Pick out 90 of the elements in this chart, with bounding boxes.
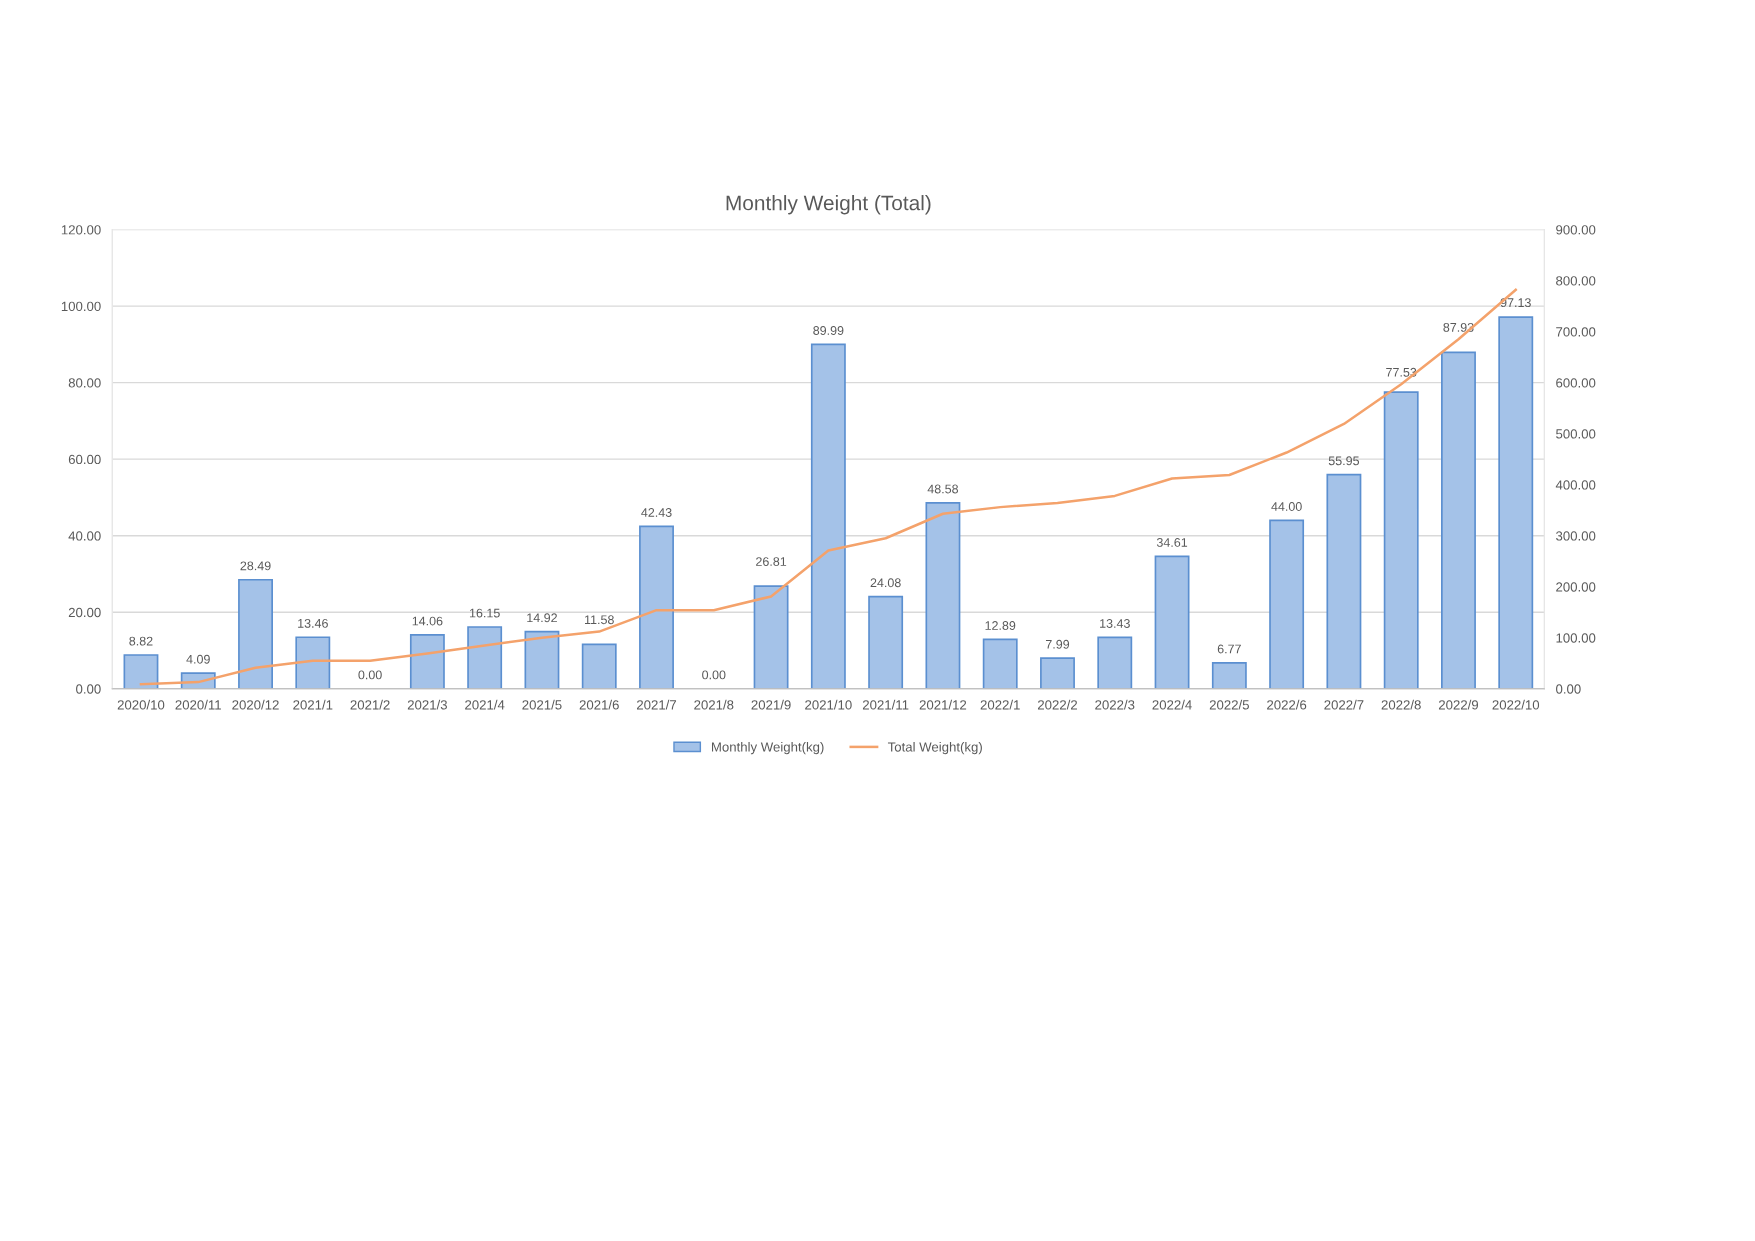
x-tick-label: 2022/5	[1209, 699, 1249, 710]
x-tick-label: 2022/6	[1267, 699, 1307, 710]
x-tick-label: 2022/2	[1037, 699, 1078, 710]
x-tick-label: 2021/12	[919, 699, 967, 710]
y-tick-label: 40.00	[68, 531, 101, 541]
x-tick-label: 2021/2	[350, 699, 390, 710]
data-label: 13.43	[1100, 619, 1130, 628]
y2-tick-label: 600.00	[1556, 378, 1596, 388]
y2-tick-label: 0.00	[1556, 684, 1581, 694]
bar	[1441, 351, 1476, 689]
data-label: 34.61	[1156, 538, 1188, 547]
data-label: 16.15	[469, 608, 500, 618]
y2-tick-label: 300.00	[1556, 531, 1596, 541]
data-label: 28.49	[240, 561, 271, 571]
x-tick-label: 2022/8	[1381, 699, 1421, 710]
data-label: 89.99	[813, 326, 844, 335]
data-label: 42.43	[641, 508, 672, 517]
bar	[1211, 662, 1247, 689]
bar	[409, 634, 445, 689]
x-tick-label: 2020/12	[232, 699, 279, 710]
bar	[1040, 657, 1075, 689]
bar	[868, 595, 904, 689]
data-label: 14.92	[527, 613, 557, 623]
x-tick-label: 2022/4	[1152, 699, 1192, 710]
x-tick-label: 2021/8	[694, 699, 734, 710]
x-tick-label: 2021/11	[862, 699, 909, 710]
x-tick-label: 2021/7	[637, 699, 677, 710]
x-tick-label: 2022/7	[1324, 699, 1364, 710]
y-tick-label: 60.00	[68, 454, 101, 465]
data-label: 8.82	[129, 636, 153, 646]
data-label: 4.09	[186, 654, 210, 664]
bar	[467, 626, 503, 689]
x-tick-label: 2021/9	[751, 699, 791, 710]
legend-label: Total Weight(kg)	[887, 741, 982, 755]
data-label: 0.00	[702, 670, 726, 680]
data-label: 55.95	[1328, 456, 1360, 466]
data-label: 77.53	[1386, 367, 1417, 377]
bar	[1269, 519, 1305, 689]
bar	[1154, 555, 1190, 689]
y-tick-label: 80.00	[68, 378, 101, 388]
y2-tick-label: 200.00	[1556, 582, 1596, 592]
data-label: 11.58	[585, 615, 614, 625]
x-tick-label: 2020/11	[175, 699, 221, 710]
x-tick-label: 2022/9	[1438, 699, 1479, 710]
data-label: 12.89	[985, 621, 1016, 630]
bar	[238, 578, 273, 689]
x-tick-label: 2021/6	[579, 699, 619, 710]
x-tick-label: 2021/5	[522, 699, 562, 710]
bar	[123, 654, 159, 689]
y-tick-label: 0.00	[76, 684, 101, 694]
x-tick-label: 2021/1	[293, 699, 333, 710]
y2-tick-label: 100.00	[1556, 633, 1596, 643]
data-label: 7.99	[1045, 639, 1070, 649]
bar	[1097, 636, 1133, 689]
bar	[581, 643, 617, 689]
data-label: 44.00	[1271, 502, 1302, 511]
y2-tick-label: 700.00	[1556, 327, 1596, 337]
data-label: 6.77	[1217, 644, 1241, 654]
data-label: 26.81	[756, 557, 787, 566]
y-tick-label: 100.00	[61, 301, 101, 312]
x-tick-label: 2020/10	[117, 699, 165, 710]
x-tick-label: 2022/10	[1492, 699, 1540, 710]
data-label: 13.46	[298, 618, 328, 628]
y-tick-label: 20.00	[68, 607, 101, 618]
data-label: 48.58	[927, 484, 959, 494]
bar	[1383, 391, 1419, 689]
bar	[639, 525, 674, 689]
bar	[810, 343, 846, 689]
y-tick-label: 120.00	[61, 225, 101, 235]
bar	[1326, 473, 1362, 689]
legend-label: Monthly Weight(kg)	[712, 741, 824, 755]
bar	[753, 585, 789, 689]
bar	[1498, 316, 1534, 689]
x-tick-label: 2021/3	[407, 699, 447, 710]
x-tick-label: 2022/3	[1095, 699, 1135, 710]
y2-tick-label: 400.00	[1555, 480, 1596, 490]
x-tick-label: 2021/10	[805, 699, 852, 710]
bar	[524, 630, 560, 689]
y2-tick-label: 900.00	[1556, 225, 1596, 235]
data-label: 14.06	[412, 616, 443, 626]
chart-title: Monthly Weight (Total)	[726, 195, 931, 215]
x-tick-label: 2021/4	[465, 699, 505, 710]
data-label: 24.08	[870, 578, 901, 588]
x-tick-label: 2022/1	[980, 699, 1020, 710]
bar	[925, 502, 961, 689]
data-label: 0.00	[358, 670, 382, 680]
bar	[295, 636, 331, 689]
y2-tick-label: 500.00	[1556, 429, 1596, 439]
bar	[982, 638, 1018, 689]
y2-tick-label: 800.00	[1556, 276, 1596, 286]
